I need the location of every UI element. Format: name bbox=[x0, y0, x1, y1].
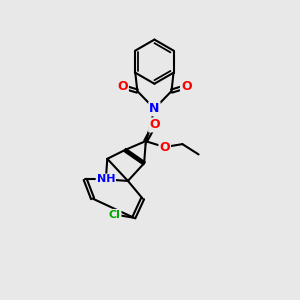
Text: O: O bbox=[159, 141, 170, 154]
Text: NH: NH bbox=[97, 174, 115, 184]
Text: O: O bbox=[149, 118, 160, 131]
Text: O: O bbox=[117, 80, 128, 93]
Text: O: O bbox=[181, 80, 191, 93]
Text: Cl: Cl bbox=[109, 210, 121, 220]
Text: N: N bbox=[149, 102, 160, 115]
